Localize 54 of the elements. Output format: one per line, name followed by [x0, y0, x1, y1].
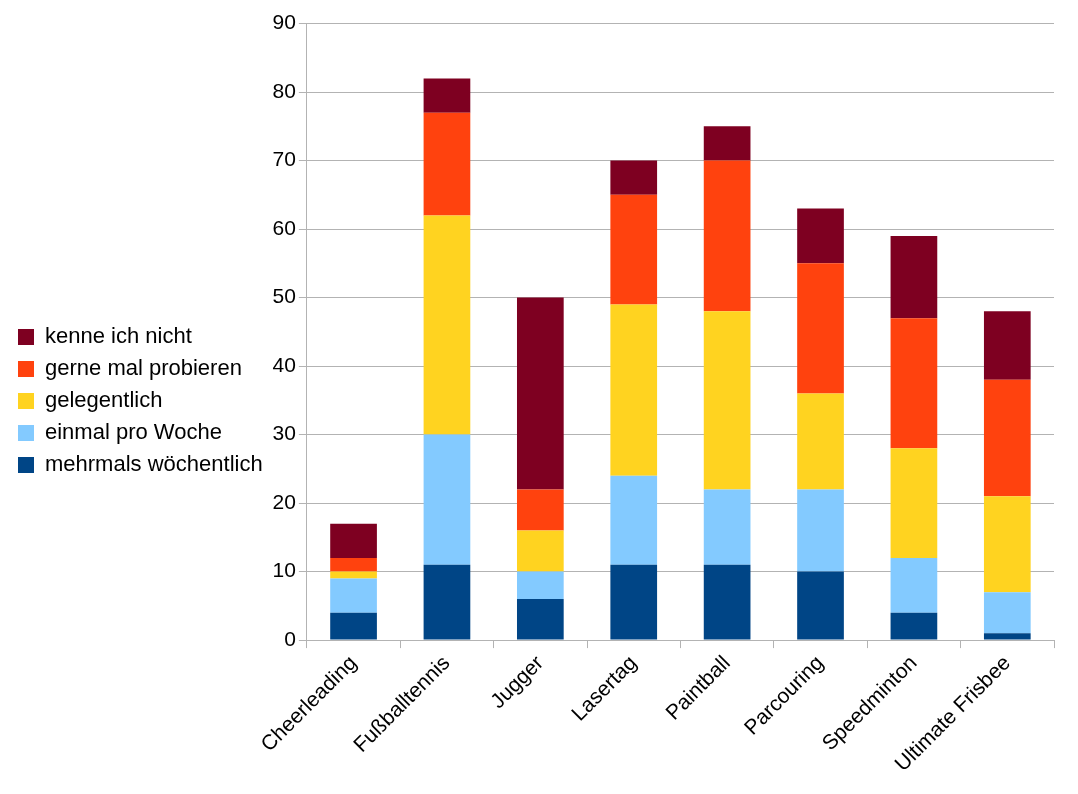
bar: [797, 208, 844, 264]
bar: [610, 194, 658, 305]
bar: [516, 489, 564, 531]
bar: [423, 434, 471, 565]
y-tick-label: 0: [284, 626, 296, 650]
y-tick-label: 90: [272, 10, 296, 34]
bar: [983, 379, 1031, 497]
bar: [703, 126, 751, 161]
bar: [516, 571, 564, 599]
y-tick-label: 80: [272, 78, 296, 102]
bar: [890, 448, 938, 558]
bar: [890, 318, 938, 449]
bar: [797, 393, 844, 490]
y-tick-label: 60: [272, 215, 296, 239]
y-tick-label: 70: [272, 147, 296, 171]
y-tick-label: 40: [272, 352, 296, 376]
bar: [423, 215, 471, 435]
bar: [983, 592, 1031, 634]
bar: [797, 263, 844, 394]
bar: [703, 489, 751, 565]
legend-label: gelegentlich: [45, 387, 163, 413]
legend-label: mehrmals wöchentlich: [45, 451, 263, 477]
bar: [423, 564, 471, 640]
bar: [330, 612, 377, 640]
bar: [890, 235, 938, 319]
bar: [983, 311, 1031, 380]
legend-label: einmal pro Woche: [45, 419, 222, 445]
bar: [703, 160, 751, 312]
bar: [516, 297, 564, 490]
bar: [423, 78, 471, 113]
bar: [423, 112, 471, 216]
y-tick-label: 10: [272, 558, 296, 582]
y-tick-label: 30: [272, 421, 296, 445]
bar: [983, 633, 1031, 640]
bar: [703, 564, 751, 640]
bar: [797, 571, 844, 640]
y-tick-label: 20: [272, 489, 296, 513]
bar: [610, 304, 658, 476]
bar: [330, 523, 377, 558]
bar: [330, 578, 377, 613]
legend-label: gerne mal probieren: [45, 355, 242, 381]
bar: [610, 475, 658, 565]
bar: [890, 612, 938, 640]
bar: [890, 557, 938, 613]
bar: [983, 496, 1031, 593]
bar: [610, 160, 658, 195]
legend-label: kenne ich nicht: [45, 323, 192, 349]
bar: [516, 598, 564, 640]
bar: [516, 530, 564, 572]
bar: [610, 564, 658, 640]
y-tick-label: 50: [272, 284, 296, 308]
bar: [797, 489, 844, 572]
bar: [330, 557, 377, 572]
bar: [703, 311, 751, 490]
